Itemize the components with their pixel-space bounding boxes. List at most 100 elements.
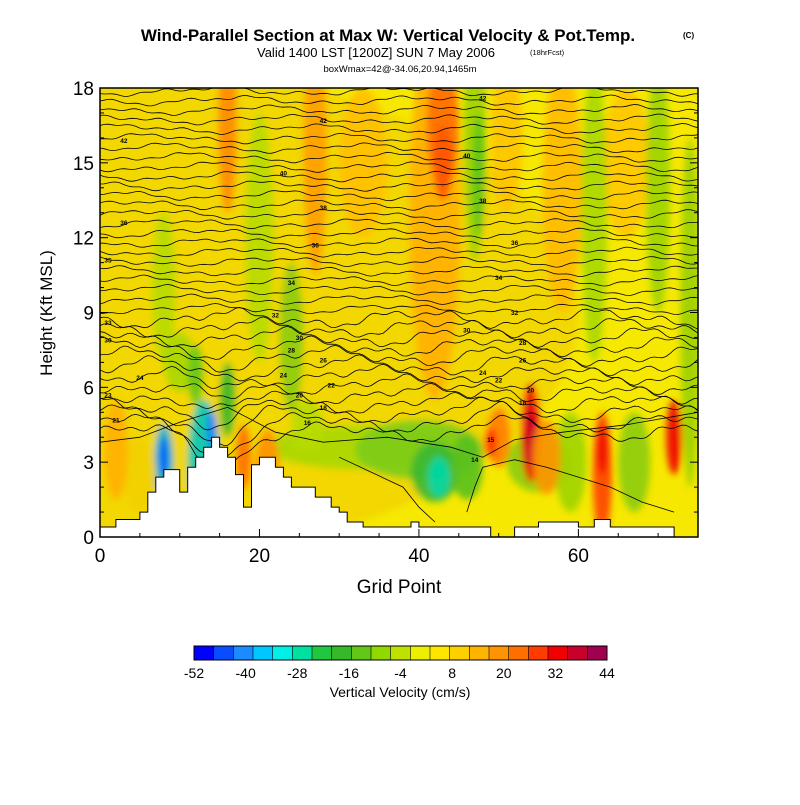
colorbar-swatch [587, 646, 608, 660]
velocity-cell [433, 125, 453, 201]
isentrope-line [100, 142, 698, 154]
isentrope-line [100, 293, 698, 306]
colorbar-swatch [331, 646, 352, 660]
chart-info-line: boxWmax=42@-34.06,20.94,1465m [323, 64, 476, 75]
isentrope-line [100, 306, 698, 330]
contour-label: 24 [136, 375, 144, 382]
velocity-cell [581, 88, 608, 363]
contour-label: 36 [312, 243, 320, 250]
colorbar-swatch [528, 646, 549, 660]
velocity-cell [490, 88, 523, 213]
velocity-cell [339, 88, 388, 238]
isentrope-line [100, 303, 698, 315]
velocity-cell [187, 344, 204, 405]
isentrope-line [339, 456, 436, 523]
y-axis-label: Height (Kft MSL) [37, 250, 56, 376]
contour-label: 20 [296, 392, 304, 399]
contour-label: 42 [120, 138, 128, 145]
colorbar-swatch [390, 646, 411, 660]
contour-label: 21 [112, 417, 120, 424]
contour-label: 20 [527, 387, 535, 394]
contour-label: 16 [304, 420, 312, 427]
chart-subtitle-note: (18hrFcst) [530, 48, 565, 57]
x-tick-label: 0 [95, 546, 106, 567]
y-tick-label: 9 [83, 304, 94, 325]
colorbar-tick-label: -40 [236, 665, 256, 681]
colorbar-swatch [449, 646, 470, 660]
contour-label: 24 [280, 372, 288, 379]
isentrope-line [100, 406, 698, 458]
contour-label: 24 [479, 370, 487, 377]
colorbar-tick-label: -16 [339, 665, 359, 681]
colorbar-swatch [233, 646, 254, 660]
velocity-cell [159, 437, 168, 478]
colorbar-swatch [567, 646, 588, 660]
contour-label: 42 [320, 118, 328, 125]
isentrope-contours [100, 76, 698, 523]
isentrope-line [100, 170, 698, 183]
contour-label: 22 [328, 382, 336, 389]
chart-subtitle: Valid 1400 LST [1200Z] SUN 7 May 2006 [257, 45, 495, 60]
colorbar-swatch [508, 646, 529, 660]
contour-label: 26 [519, 357, 527, 364]
velocity-cell [597, 424, 608, 475]
x-tick-label: 40 [408, 546, 429, 567]
isentrope-line [100, 132, 698, 145]
y-tick-label: 18 [73, 79, 94, 100]
isentrope-line [100, 391, 698, 431]
isentrope-line [100, 373, 698, 400]
isentrope-line [100, 104, 698, 116]
contour-label: 15 [487, 437, 495, 444]
colorbar-tick-label: -52 [184, 665, 204, 681]
velocity-cell [103, 399, 128, 500]
isentrope-line [100, 161, 698, 173]
velocity-cell [235, 424, 252, 490]
colorbar-tick-label: 44 [599, 665, 615, 681]
isentrope-line [100, 344, 698, 373]
y-tick-label: 0 [83, 528, 94, 549]
velocity-cell [484, 427, 498, 458]
contour-label: 40 [280, 170, 288, 177]
colorbar-tick-label: 20 [496, 665, 512, 681]
isentrope-line [100, 88, 698, 97]
colorbar-frame [193, 645, 608, 661]
isentrope-line [100, 218, 698, 230]
velocity-cell [427, 457, 451, 498]
colorbar-tick-label: 32 [548, 665, 564, 681]
isentrope-line [100, 76, 698, 87]
isentrope-line [100, 123, 698, 135]
isentrope-line [100, 325, 698, 348]
x-tick-label: 20 [249, 546, 270, 567]
velocity-field [100, 88, 698, 537]
colorbar-swatch [469, 646, 490, 660]
y-tick-label: 6 [83, 378, 94, 399]
isentrope-line [100, 335, 698, 360]
isentrope-line [100, 316, 698, 339]
contour-label: 42 [479, 95, 487, 102]
isentrope-line [100, 189, 698, 202]
contour-label: 26 [320, 357, 328, 364]
y-tick-label: 3 [83, 453, 94, 474]
isentrope-line [100, 180, 698, 192]
isentrope-line [100, 237, 698, 249]
velocity-cell [532, 419, 561, 495]
velocity-cell [618, 412, 651, 513]
isentrope-line [466, 459, 675, 513]
velocity-cell [303, 88, 328, 276]
contour-label: 38 [320, 205, 328, 212]
colorbar-swatch [430, 646, 450, 660]
colorbar: -52 -40 -28 -16 -4 8 20 32 44 [184, 645, 615, 681]
isentrope-line [100, 265, 698, 277]
isentrope-line [100, 246, 698, 259]
velocity-cell [219, 362, 236, 438]
isentrope-line [100, 199, 698, 211]
terrain-mask [100, 436, 698, 537]
y-tick-label: 12 [73, 229, 94, 250]
colorbar-swatch [213, 646, 234, 660]
isentrope-line [100, 354, 698, 382]
contour-label: 32 [272, 312, 280, 319]
